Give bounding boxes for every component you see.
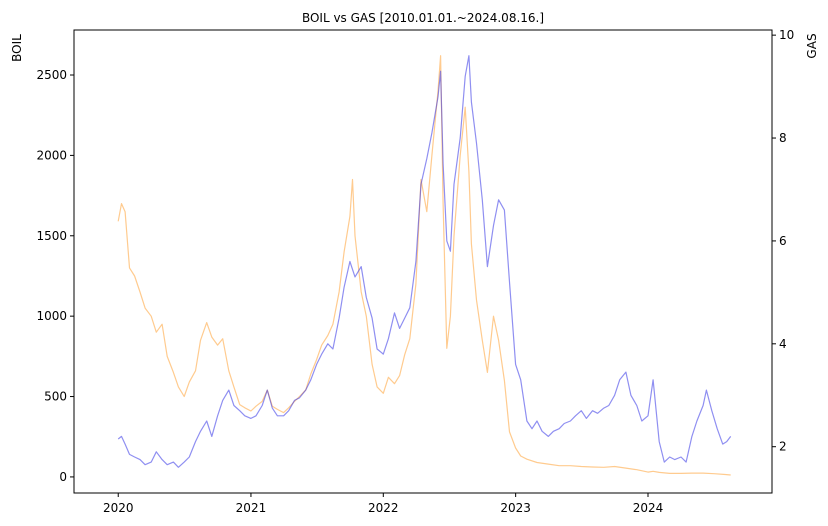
x-tick-label: 2020 <box>103 501 134 515</box>
left-tick-label: 2000 <box>36 148 67 162</box>
right-axis-label: GAS <box>805 33 819 58</box>
left-tick-label: 500 <box>44 390 67 404</box>
left-tick-label: 1000 <box>36 309 67 323</box>
right-tick-label: 10 <box>779 28 794 42</box>
left-y-axis: 0 500 1000 1500 2000 2500 <box>36 68 74 484</box>
left-tick-label: 2500 <box>36 68 67 82</box>
right-y-axis: 2 4 6 8 10 <box>772 28 794 454</box>
right-tick-label: 2 <box>779 440 787 454</box>
x-tick-label: 2023 <box>500 501 531 515</box>
x-tick-label: 2022 <box>368 501 399 515</box>
series-line-gas <box>117 55 732 468</box>
x-axis: 2020 2021 2022 2023 2024 <box>103 493 663 515</box>
series-line-boil <box>117 55 731 476</box>
right-tick-label: 6 <box>779 234 787 248</box>
left-tick-label: 1500 <box>36 229 67 243</box>
right-tick-label: 8 <box>779 131 787 145</box>
right-tick-label: 4 <box>779 337 787 351</box>
x-tick-label: 2024 <box>633 501 664 515</box>
plot-frame <box>73 29 773 494</box>
chart-title: BOIL vs GAS [2010.01.01.~2024.08.16.] <box>302 11 544 25</box>
left-axis-label: BOIL <box>10 34 24 62</box>
x-tick-label: 2021 <box>236 501 267 515</box>
series-layer <box>117 55 732 476</box>
left-tick-label: 0 <box>59 470 67 484</box>
